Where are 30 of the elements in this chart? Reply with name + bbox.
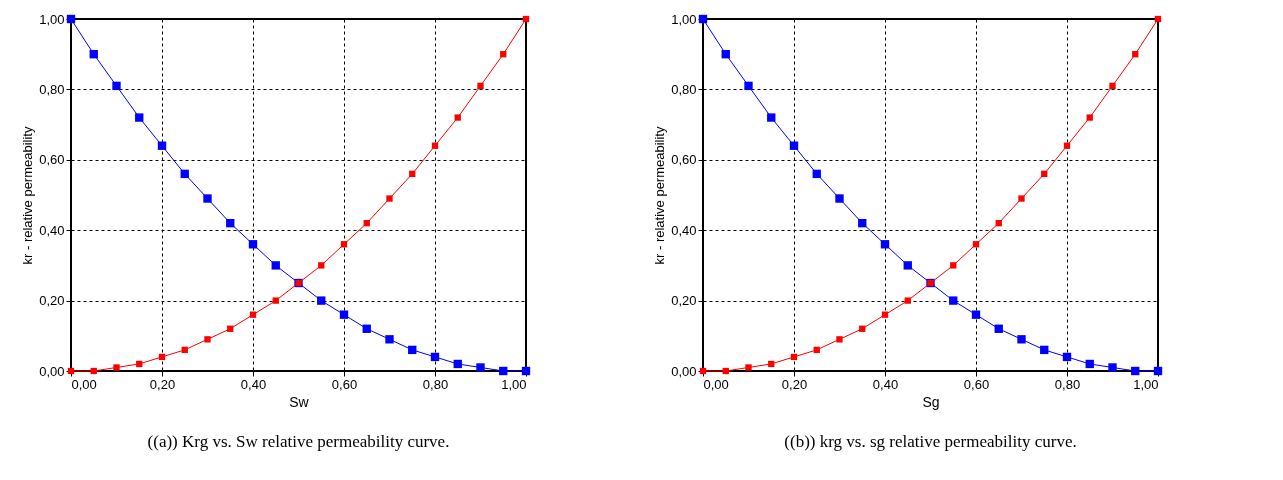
- x-tick-label: 0,60: [331, 376, 358, 392]
- y-axis-title: kr - relative permeability: [652, 126, 668, 265]
- y-axis-title: kr - relative permeability: [20, 126, 36, 265]
- y-tick-label: 0,00: [671, 363, 697, 379]
- x-tick-label: 0,00: [71, 376, 97, 392]
- x-tick-label: 0,40: [872, 376, 899, 392]
- x-tick-label: 1,00: [501, 376, 527, 392]
- y-tick-label: 1,00: [671, 11, 697, 27]
- y-tick-label: 0,60: [671, 152, 697, 168]
- y-tick-label: 0,40: [39, 222, 65, 238]
- y-tick-label: 0,60: [39, 152, 65, 168]
- x-axis-title: Sw: [289, 393, 310, 410]
- y-tick-label: 0,00: [39, 363, 65, 379]
- y-tick-label: 0,20: [671, 293, 697, 309]
- x-tick-label: 1,00: [1133, 376, 1159, 392]
- x-tick-label: 0,80: [422, 376, 449, 392]
- text: ((a)) Krg vs. Sw relative permeability curve.: [147, 432, 450, 451]
- y-tick-label: 0,20: [39, 293, 65, 309]
- x-tick-label: 0,80: [1054, 376, 1081, 392]
- y-tick-label: 0,80: [39, 81, 65, 97]
- x-tick-label: 0,40: [240, 376, 267, 392]
- x-tick-label: 0,20: [781, 376, 808, 392]
- text: ((b)) krg vs. sg relative permeability curve.: [784, 432, 1077, 451]
- x-tick-label: 0,60: [963, 376, 990, 392]
- x-tick-label: 0,20: [149, 376, 176, 392]
- x-axis-title: Sg: [922, 393, 940, 410]
- y-tick-label: 0,80: [671, 81, 697, 97]
- y-tick-label: 1,00: [39, 11, 65, 27]
- y-tick-label: 0,40: [671, 222, 697, 238]
- x-tick-label: 0,00: [703, 376, 729, 392]
